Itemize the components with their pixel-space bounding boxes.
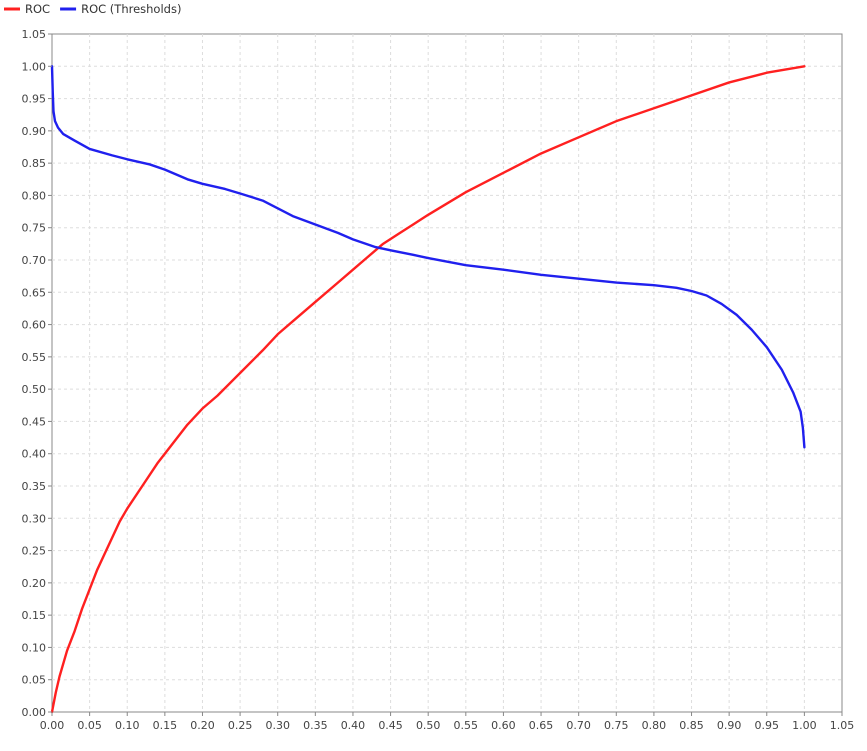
y-tick-label: 0.40 [22,448,47,461]
y-axis: 0.00 0.05 0.10 0.15 0.20 0.25 0.30 0.35 0.40 0.45… [22,28,52,719]
y-tick-label: 0.65 [22,286,47,299]
x-tick-label: 0.20 [190,719,215,732]
x-tick-label: 0.70 [566,719,591,732]
y-tick-label: 0.00 [22,706,47,719]
x-tick-label: 0.90 [717,719,742,732]
x-tick-label: 0.30 [265,719,290,732]
series-line-roc [50,65,806,714]
x-tick-label: 0.85 [679,719,704,732]
plot-area [51,33,843,713]
y-tick-label: 0.20 [22,577,47,590]
x-tick-label: 0.40 [341,719,366,732]
y-tick-label: 0.35 [22,480,47,493]
y-tick-label: 0.85 [22,157,47,170]
x-tick-label: 0.10 [115,719,140,732]
legend-label: ROC [25,2,50,16]
y-tick-label: 0.55 [22,351,47,364]
y-tick-label: 0.80 [22,189,47,202]
x-tick-label: 0.45 [378,719,403,732]
x-axis: 0.00 0.05 0.10 0.15 0.20 0.25 0.30 0.35 0.40 0.45… [40,712,855,732]
x-tick-label: 0.60 [491,719,516,732]
y-tick-label: 0.50 [22,383,47,396]
y-tick-label: 0.05 [22,674,47,687]
x-tick-label: 0.15 [153,719,178,732]
x-tick-label: 0.65 [529,719,554,732]
y-tick-label: 0.75 [22,222,47,235]
x-tick-label: 0.55 [454,719,479,732]
y-tick-label: 0.15 [22,609,47,622]
y-tick-label: 0.95 [22,93,47,106]
x-tick-label: 0.00 [40,719,65,732]
x-tick-label: 0.25 [228,719,253,732]
y-tick-label: 1.05 [22,28,47,41]
x-tick-label: 0.35 [303,719,328,732]
legend-label: ROC (Thresholds) [81,2,181,16]
grid-lines [52,34,842,712]
y-tick-label: 0.45 [22,415,47,428]
legend: ROC ROC (Thresholds) [4,2,181,16]
y-tick-label: 1.00 [22,60,47,73]
y-tick-label: 0.70 [22,254,47,267]
x-tick-label: 1.05 [830,719,855,732]
series-lines [50,65,806,714]
x-tick-label: 0.50 [416,719,441,732]
x-tick-label: 0.05 [77,719,102,732]
y-tick-label: 0.30 [22,512,47,525]
y-tick-label: 0.25 [22,545,47,558]
x-tick-label: 1.00 [792,719,817,732]
series-line-roc-thresholds [50,65,806,449]
x-tick-label: 0.95 [755,719,780,732]
x-tick-label: 0.75 [604,719,629,732]
y-tick-label: 0.60 [22,319,47,332]
y-tick-label: 0.90 [22,125,47,138]
x-tick-label: 0.80 [642,719,667,732]
y-tick-label: 0.10 [22,641,47,654]
